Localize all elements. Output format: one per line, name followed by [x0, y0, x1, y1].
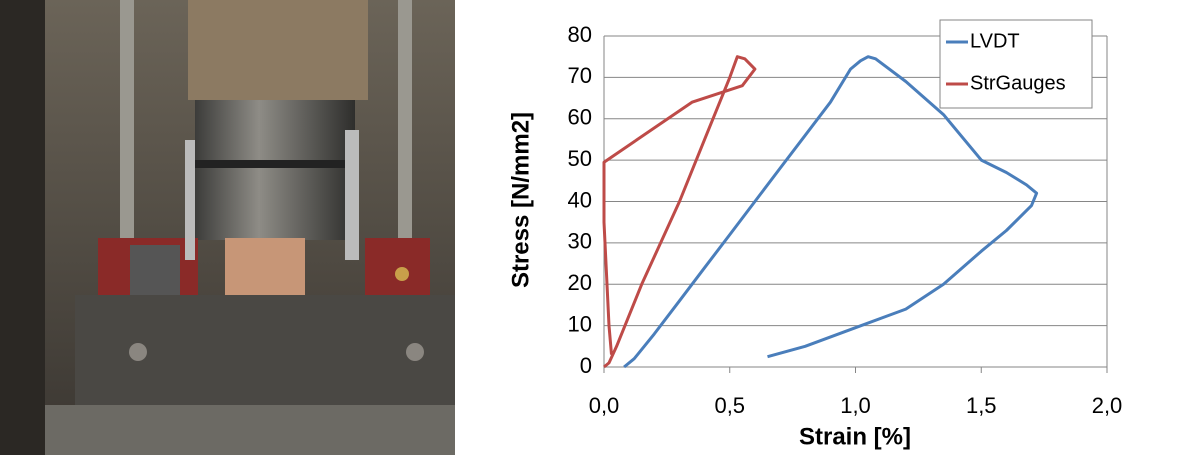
y-axis-title: Stress [N/mm2] [507, 112, 534, 288]
x-axis-title: Strain [%] [799, 423, 911, 450]
legend-box [939, 19, 1093, 109]
y-tick-label: 20 [568, 270, 592, 295]
x-tick-label: 0,5 [714, 393, 745, 418]
photo [0, 0, 465, 455]
x-tick-label: 1,0 [840, 393, 871, 418]
x-tick-label: 2,0 [1092, 393, 1123, 418]
series-line [602, 55, 757, 369]
y-tick-label: 80 [568, 22, 592, 47]
x-tick-label: 0,0 [589, 393, 620, 418]
y-tick-label: 0 [580, 353, 592, 378]
y-tick-label: 60 [568, 105, 592, 130]
y-tick-label: 50 [568, 146, 592, 171]
legend-label: StrGauges [970, 72, 1066, 94]
y-tick-label: 30 [568, 229, 592, 254]
x-tick-label: 1,5 [966, 393, 997, 418]
y-tick-label: 10 [568, 311, 592, 336]
legend-label: LVDT [970, 30, 1020, 52]
y-tick-label: 70 [568, 63, 592, 88]
series-line [623, 55, 1039, 369]
y-tick-label: 40 [568, 187, 592, 212]
